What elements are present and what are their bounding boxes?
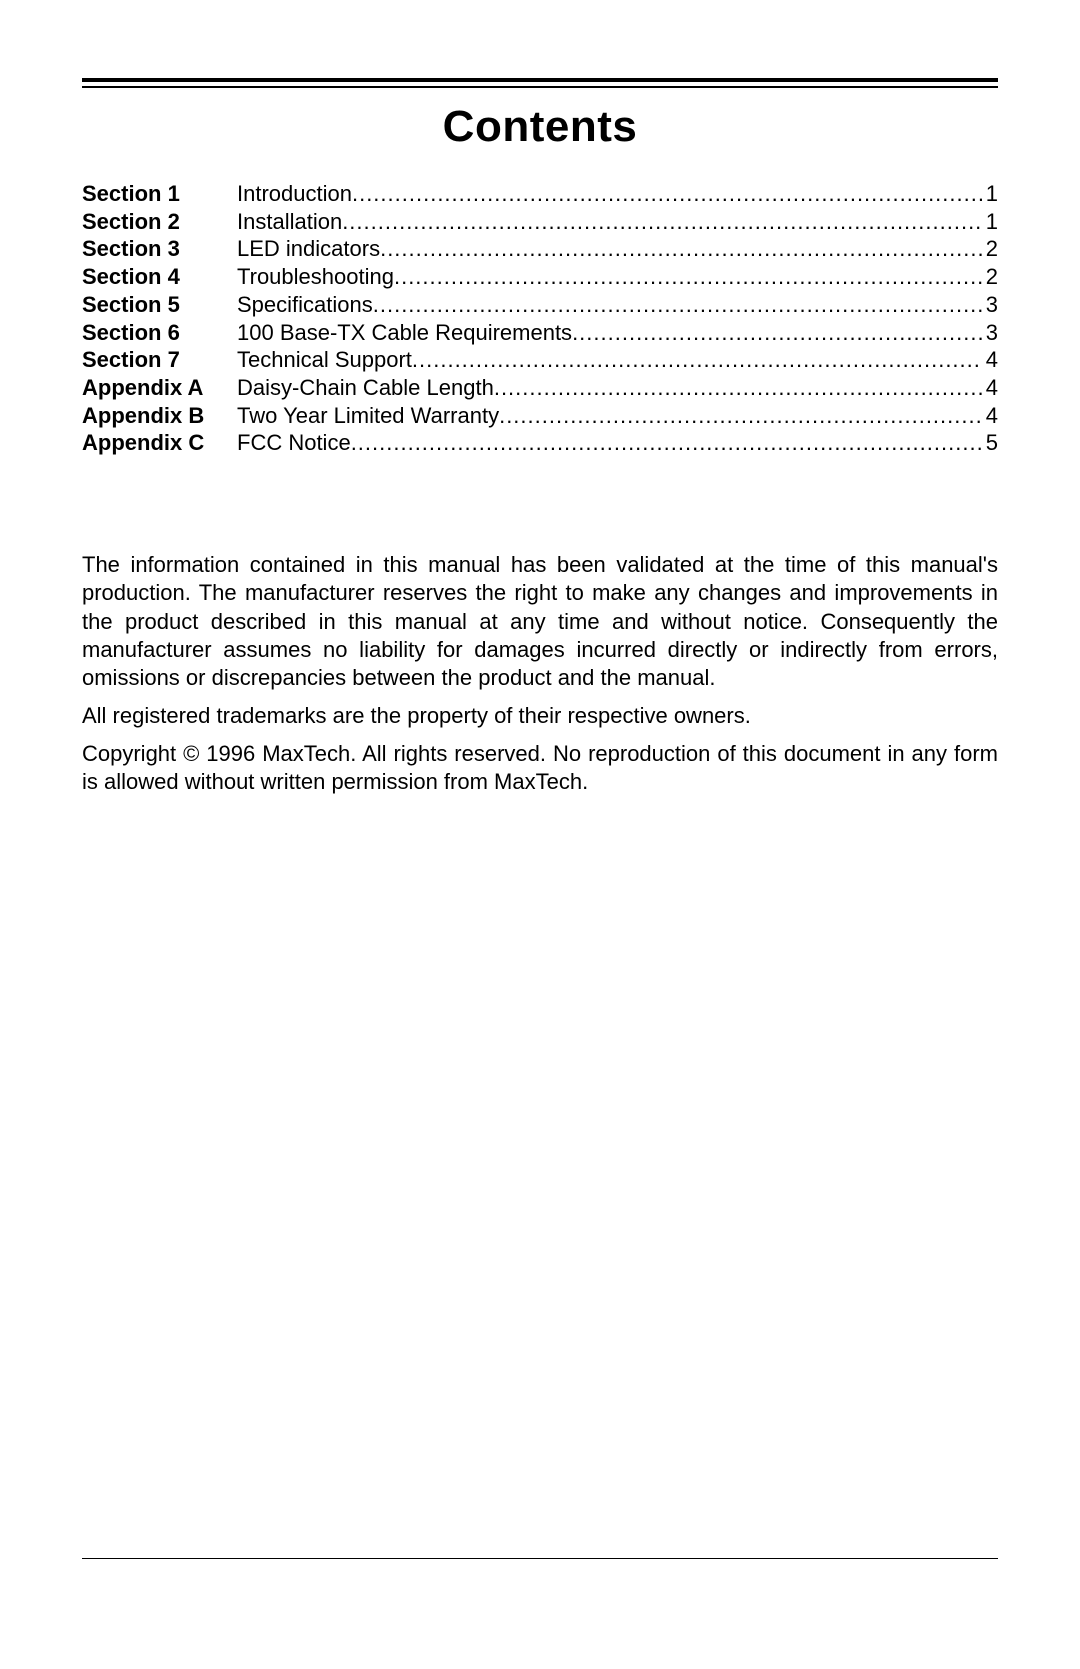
toc-page: 4 bbox=[982, 402, 998, 430]
trademarks-paragraph: All registered trademarks are the proper… bbox=[82, 702, 998, 730]
toc-leader-dots bbox=[351, 429, 982, 457]
toc-label: Section 7 bbox=[82, 346, 237, 374]
toc-leader-dots bbox=[412, 346, 982, 374]
toc-page: 5 bbox=[982, 429, 998, 457]
bottom-rule bbox=[82, 1558, 998, 1559]
toc-title: Daisy-Chain Cable Length bbox=[237, 374, 494, 402]
toc-title: Two Year Limited Warranty bbox=[237, 402, 499, 430]
toc-title: FCC Notice bbox=[237, 429, 351, 457]
disclaimer-paragraph: The information contained in this manual… bbox=[82, 551, 998, 692]
toc-leader-dots bbox=[373, 291, 982, 319]
toc-page: 2 bbox=[982, 263, 998, 291]
toc-label: Section 4 bbox=[82, 263, 237, 291]
toc-label: Section 2 bbox=[82, 208, 237, 236]
toc-row: Section 6 100 Base-TX Cable Requirements… bbox=[82, 319, 998, 347]
toc-row: Section 1 Introduction 1 bbox=[82, 180, 998, 208]
toc-leader-dots bbox=[352, 180, 982, 208]
toc-title: Troubleshooting bbox=[237, 263, 394, 291]
toc-page: 1 bbox=[982, 180, 998, 208]
toc-label: Section 5 bbox=[82, 291, 237, 319]
toc-label: Appendix B bbox=[82, 402, 237, 430]
body-text: The information contained in this manual… bbox=[82, 551, 998, 796]
toc-title: Technical Support bbox=[237, 346, 412, 374]
toc-label: Appendix C bbox=[82, 429, 237, 457]
toc-row: Appendix B Two Year Limited Warranty 4 bbox=[82, 402, 998, 430]
table-of-contents: Section 1 Introduction 1 Section 2 Insta… bbox=[82, 180, 998, 457]
toc-label: Appendix A bbox=[82, 374, 237, 402]
page: Contents Section 1 Introduction 1 Sectio… bbox=[0, 0, 1080, 1669]
toc-row: Section 7 Technical Support 4 bbox=[82, 346, 998, 374]
toc-leader-dots bbox=[394, 263, 982, 291]
toc-leader-dots bbox=[572, 319, 982, 347]
toc-row: Appendix A Daisy-Chain Cable Length 4 bbox=[82, 374, 998, 402]
toc-label: Section 3 bbox=[82, 235, 237, 263]
toc-page: 3 bbox=[982, 319, 998, 347]
toc-title: LED indicators bbox=[237, 235, 380, 263]
toc-title: 100 Base-TX Cable Requirements bbox=[237, 319, 572, 347]
page-title: Contents bbox=[82, 102, 998, 152]
toc-leader-dots bbox=[342, 208, 982, 236]
toc-row: Section 4 Troubleshooting 2 bbox=[82, 263, 998, 291]
toc-page: 1 bbox=[982, 208, 998, 236]
toc-page: 3 bbox=[982, 291, 998, 319]
toc-title: Introduction bbox=[237, 180, 352, 208]
toc-title: Specifications bbox=[237, 291, 373, 319]
toc-page: 4 bbox=[982, 346, 998, 374]
toc-page: 2 bbox=[982, 235, 998, 263]
copyright-paragraph: Copyright © 1996 MaxTech. All rights res… bbox=[82, 740, 998, 796]
top-double-rule bbox=[82, 78, 998, 88]
toc-leader-dots bbox=[380, 235, 982, 263]
toc-page: 4 bbox=[982, 374, 998, 402]
toc-label: Section 1 bbox=[82, 180, 237, 208]
toc-leader-dots bbox=[494, 374, 982, 402]
toc-row: Section 2 Installation 1 bbox=[82, 208, 998, 236]
toc-row: Section 5 Specifications 3 bbox=[82, 291, 998, 319]
toc-label: Section 6 bbox=[82, 319, 237, 347]
toc-title: Installation bbox=[237, 208, 342, 236]
toc-leader-dots bbox=[499, 402, 982, 430]
toc-row: Appendix C FCC Notice 5 bbox=[82, 429, 998, 457]
toc-row: Section 3 LED indicators 2 bbox=[82, 235, 998, 263]
